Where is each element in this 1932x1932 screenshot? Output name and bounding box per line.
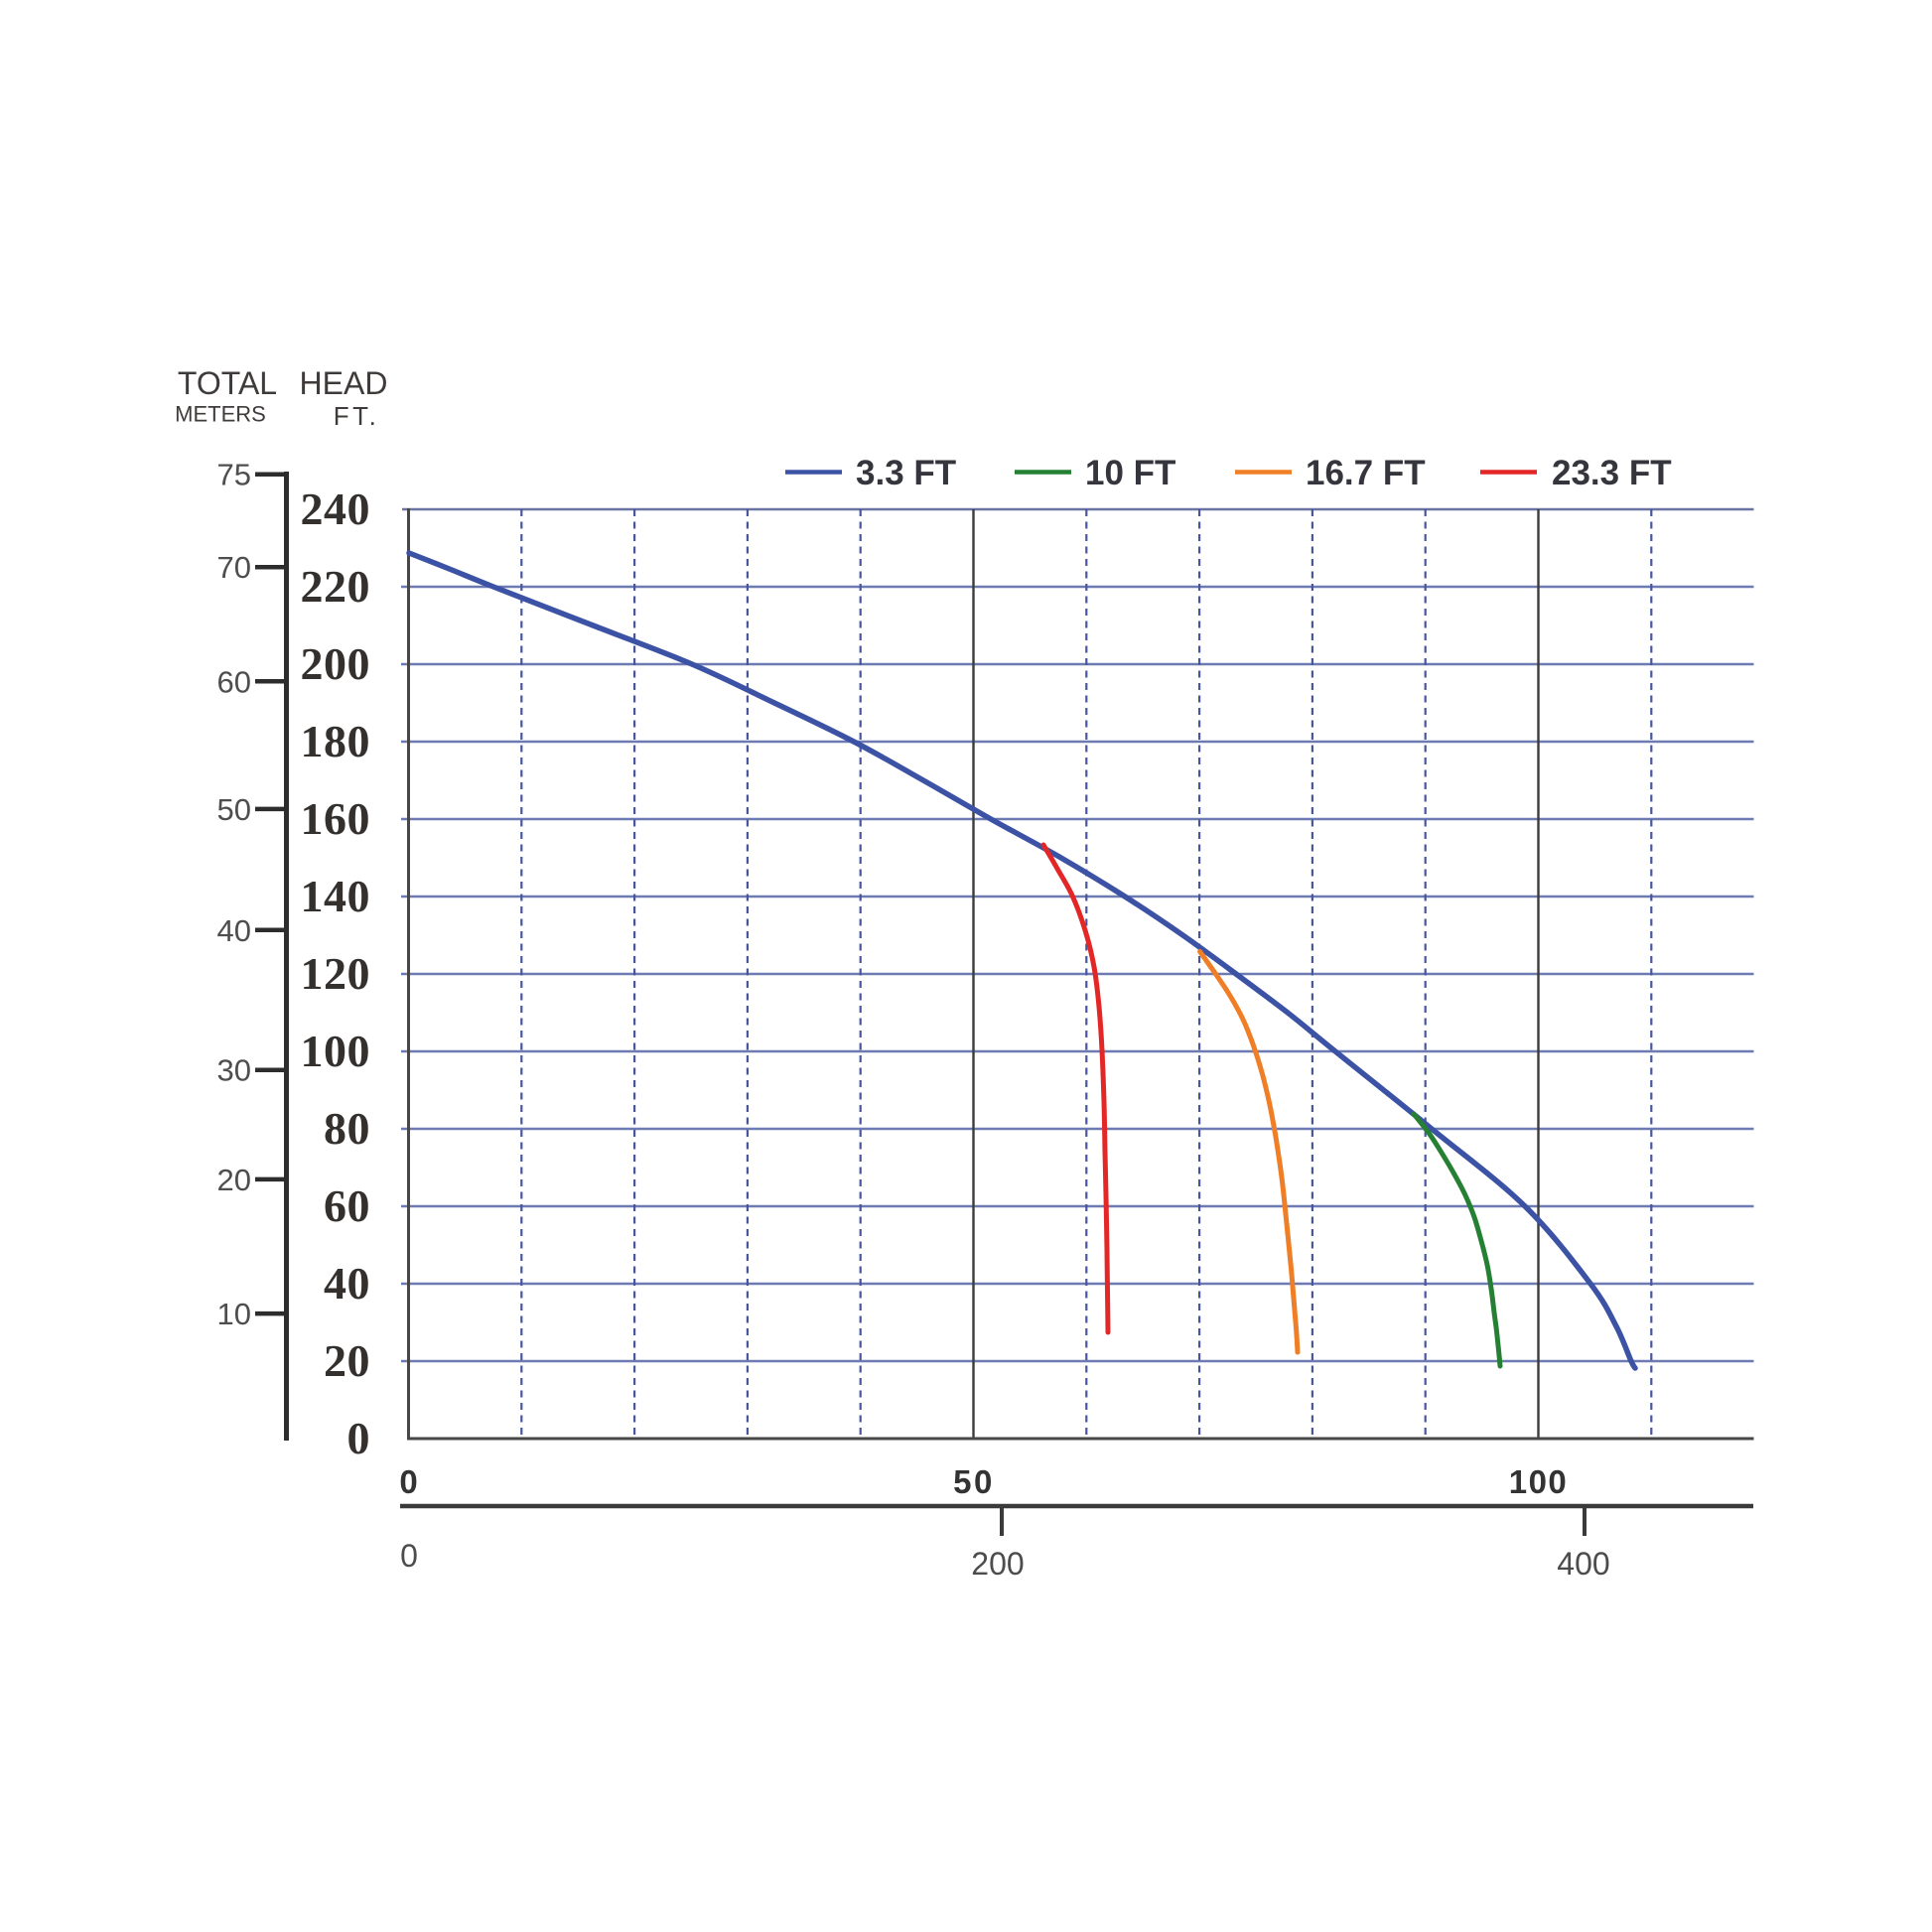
svg-text:HEAD: HEAD [300,365,388,401]
svg-text:100: 100 [1509,1463,1569,1500]
svg-text:140: 140 [301,871,371,921]
svg-text:60: 60 [324,1180,370,1231]
svg-text:240: 240 [301,483,371,534]
svg-text:0: 0 [400,1538,418,1574]
svg-text:TOTAL: TOTAL [178,365,277,401]
svg-text:180: 180 [301,716,371,766]
svg-text:75: 75 [217,458,251,492]
svg-text:50: 50 [217,792,251,827]
svg-text:200: 200 [971,1546,1024,1582]
svg-text:50: 50 [953,1463,995,1500]
svg-text:10 FT: 10 FT [1085,454,1175,492]
svg-text:20: 20 [217,1163,251,1197]
svg-text:400: 400 [1557,1546,1609,1582]
svg-text:20: 20 [324,1335,370,1386]
svg-text:160: 160 [301,793,371,844]
svg-text:23.3 FT: 23.3 FT [1552,454,1672,492]
svg-text:70: 70 [217,550,251,585]
svg-text:10: 10 [217,1297,251,1331]
svg-text:METERS: METERS [175,402,266,427]
svg-text:3.3 FT: 3.3 FT [856,454,956,492]
svg-text:40: 40 [324,1258,370,1309]
svg-text:0: 0 [347,1413,371,1463]
svg-text:60: 60 [217,664,251,699]
svg-text:40: 40 [217,913,251,948]
svg-text:120: 120 [301,948,371,999]
svg-text:200: 200 [301,638,371,689]
svg-text:30: 30 [217,1053,251,1088]
svg-text:FT.: FT. [334,401,380,431]
svg-text:16.7 FT: 16.7 FT [1306,454,1426,492]
svg-text:80: 80 [324,1103,370,1154]
svg-text:100: 100 [301,1026,371,1076]
svg-text:0: 0 [399,1463,418,1500]
svg-text:220: 220 [301,561,371,612]
